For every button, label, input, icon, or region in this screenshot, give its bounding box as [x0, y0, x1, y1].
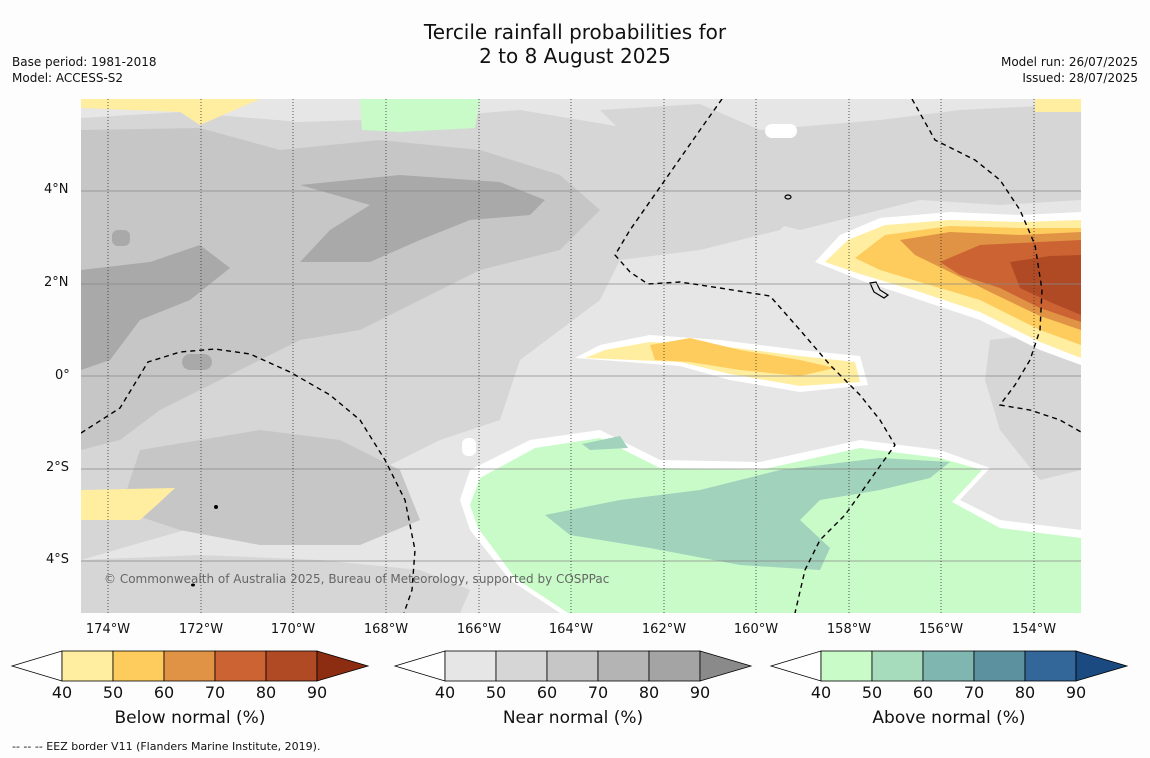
cb-above-tick: 70 — [963, 683, 985, 702]
lon-label-174W: 174°W — [85, 622, 131, 637]
lon-label-170W: 170°W — [270, 622, 316, 637]
colorbar-above — [769, 650, 1129, 682]
model-name: Model: ACCESS-S2 — [12, 71, 124, 85]
cb-above-tick: 60 — [912, 683, 934, 702]
model-run: Model run: 26/07/2025 — [1000, 55, 1138, 69]
lat-label-0: 0° — [55, 368, 70, 383]
island-outline — [869, 281, 890, 299]
cb-below-tick: 50 — [102, 683, 124, 702]
cb-near-tick: 70 — [587, 683, 609, 702]
lon-label-162W: 162°W — [641, 622, 687, 637]
copyright-text: © Commonwealth of Australia 2025, Bureau… — [104, 572, 610, 586]
meta-right: Model run: 26/07/2025 Issued: 28/07/2025 — [1001, 54, 1138, 86]
cb-above-tick: 90 — [1065, 683, 1087, 702]
eez-footnote: -- -- -- EEZ border V11 (Flanders Marine… — [12, 740, 321, 753]
cb-above-tick: 50 — [861, 683, 883, 702]
cb-above-tick: 40 — [810, 683, 832, 702]
cb-below-tick: 90 — [306, 683, 328, 702]
eez-borders — [81, 99, 1081, 613]
meta-left: Base period: 1981-2018 Model: ACCESS-S2 — [12, 54, 157, 86]
lon-label-164W: 164°W — [548, 622, 594, 637]
cb-above-tick: 80 — [1014, 683, 1036, 702]
lat-gridlines — [81, 190, 1081, 562]
colorbar-below — [10, 650, 370, 682]
cb-below-tick: 60 — [153, 683, 175, 702]
cb-near-tick: 50 — [485, 683, 507, 702]
cb-near-tick: 80 — [638, 683, 660, 702]
lon-label-166W: 166°W — [456, 622, 502, 637]
cb-near-tick: 90 — [689, 683, 711, 702]
cb-below-title: Below normal (%) — [114, 708, 266, 728]
cb-near-title: Near normal (%) — [502, 708, 644, 728]
near-normal-70 — [81, 245, 230, 370]
lon-label-160W: 160°W — [733, 622, 779, 637]
base-period: Base period: 1981-2018 — [12, 55, 157, 69]
colorbar-near — [393, 650, 753, 682]
lat-label-2S: 2°S — [46, 460, 70, 475]
lat-label-4N: 4°N — [44, 182, 69, 197]
below-normal-80 — [1010, 255, 1081, 315]
lon-label-168W: 168°W — [363, 622, 409, 637]
lon-label-154W: 154°W — [1011, 622, 1057, 637]
cb-below-tick: 80 — [255, 683, 277, 702]
map-area — [81, 99, 1081, 613]
map-title-line1: Tercile rainfall probabilities for — [423, 20, 727, 44]
cb-below-tick: 40 — [51, 683, 73, 702]
map-title-line2: 2 to 8 August 2025 — [479, 44, 671, 68]
cb-near-tick: 40 — [434, 683, 456, 702]
below-normal-50 — [650, 338, 835, 376]
issued-date: Issued: 28/07/2025 — [1022, 71, 1138, 85]
lon-label-158W: 158°W — [826, 622, 872, 637]
lon-label-172W: 172°W — [178, 622, 224, 637]
cb-near-tick: 60 — [536, 683, 558, 702]
lat-label-4S: 4°S — [46, 552, 70, 567]
lat-label-2N: 2°N — [44, 275, 69, 290]
lon-label-156W: 156°W — [918, 622, 964, 637]
cb-above-title: Above normal (%) — [872, 708, 1026, 728]
cb-below-tick: 70 — [204, 683, 226, 702]
